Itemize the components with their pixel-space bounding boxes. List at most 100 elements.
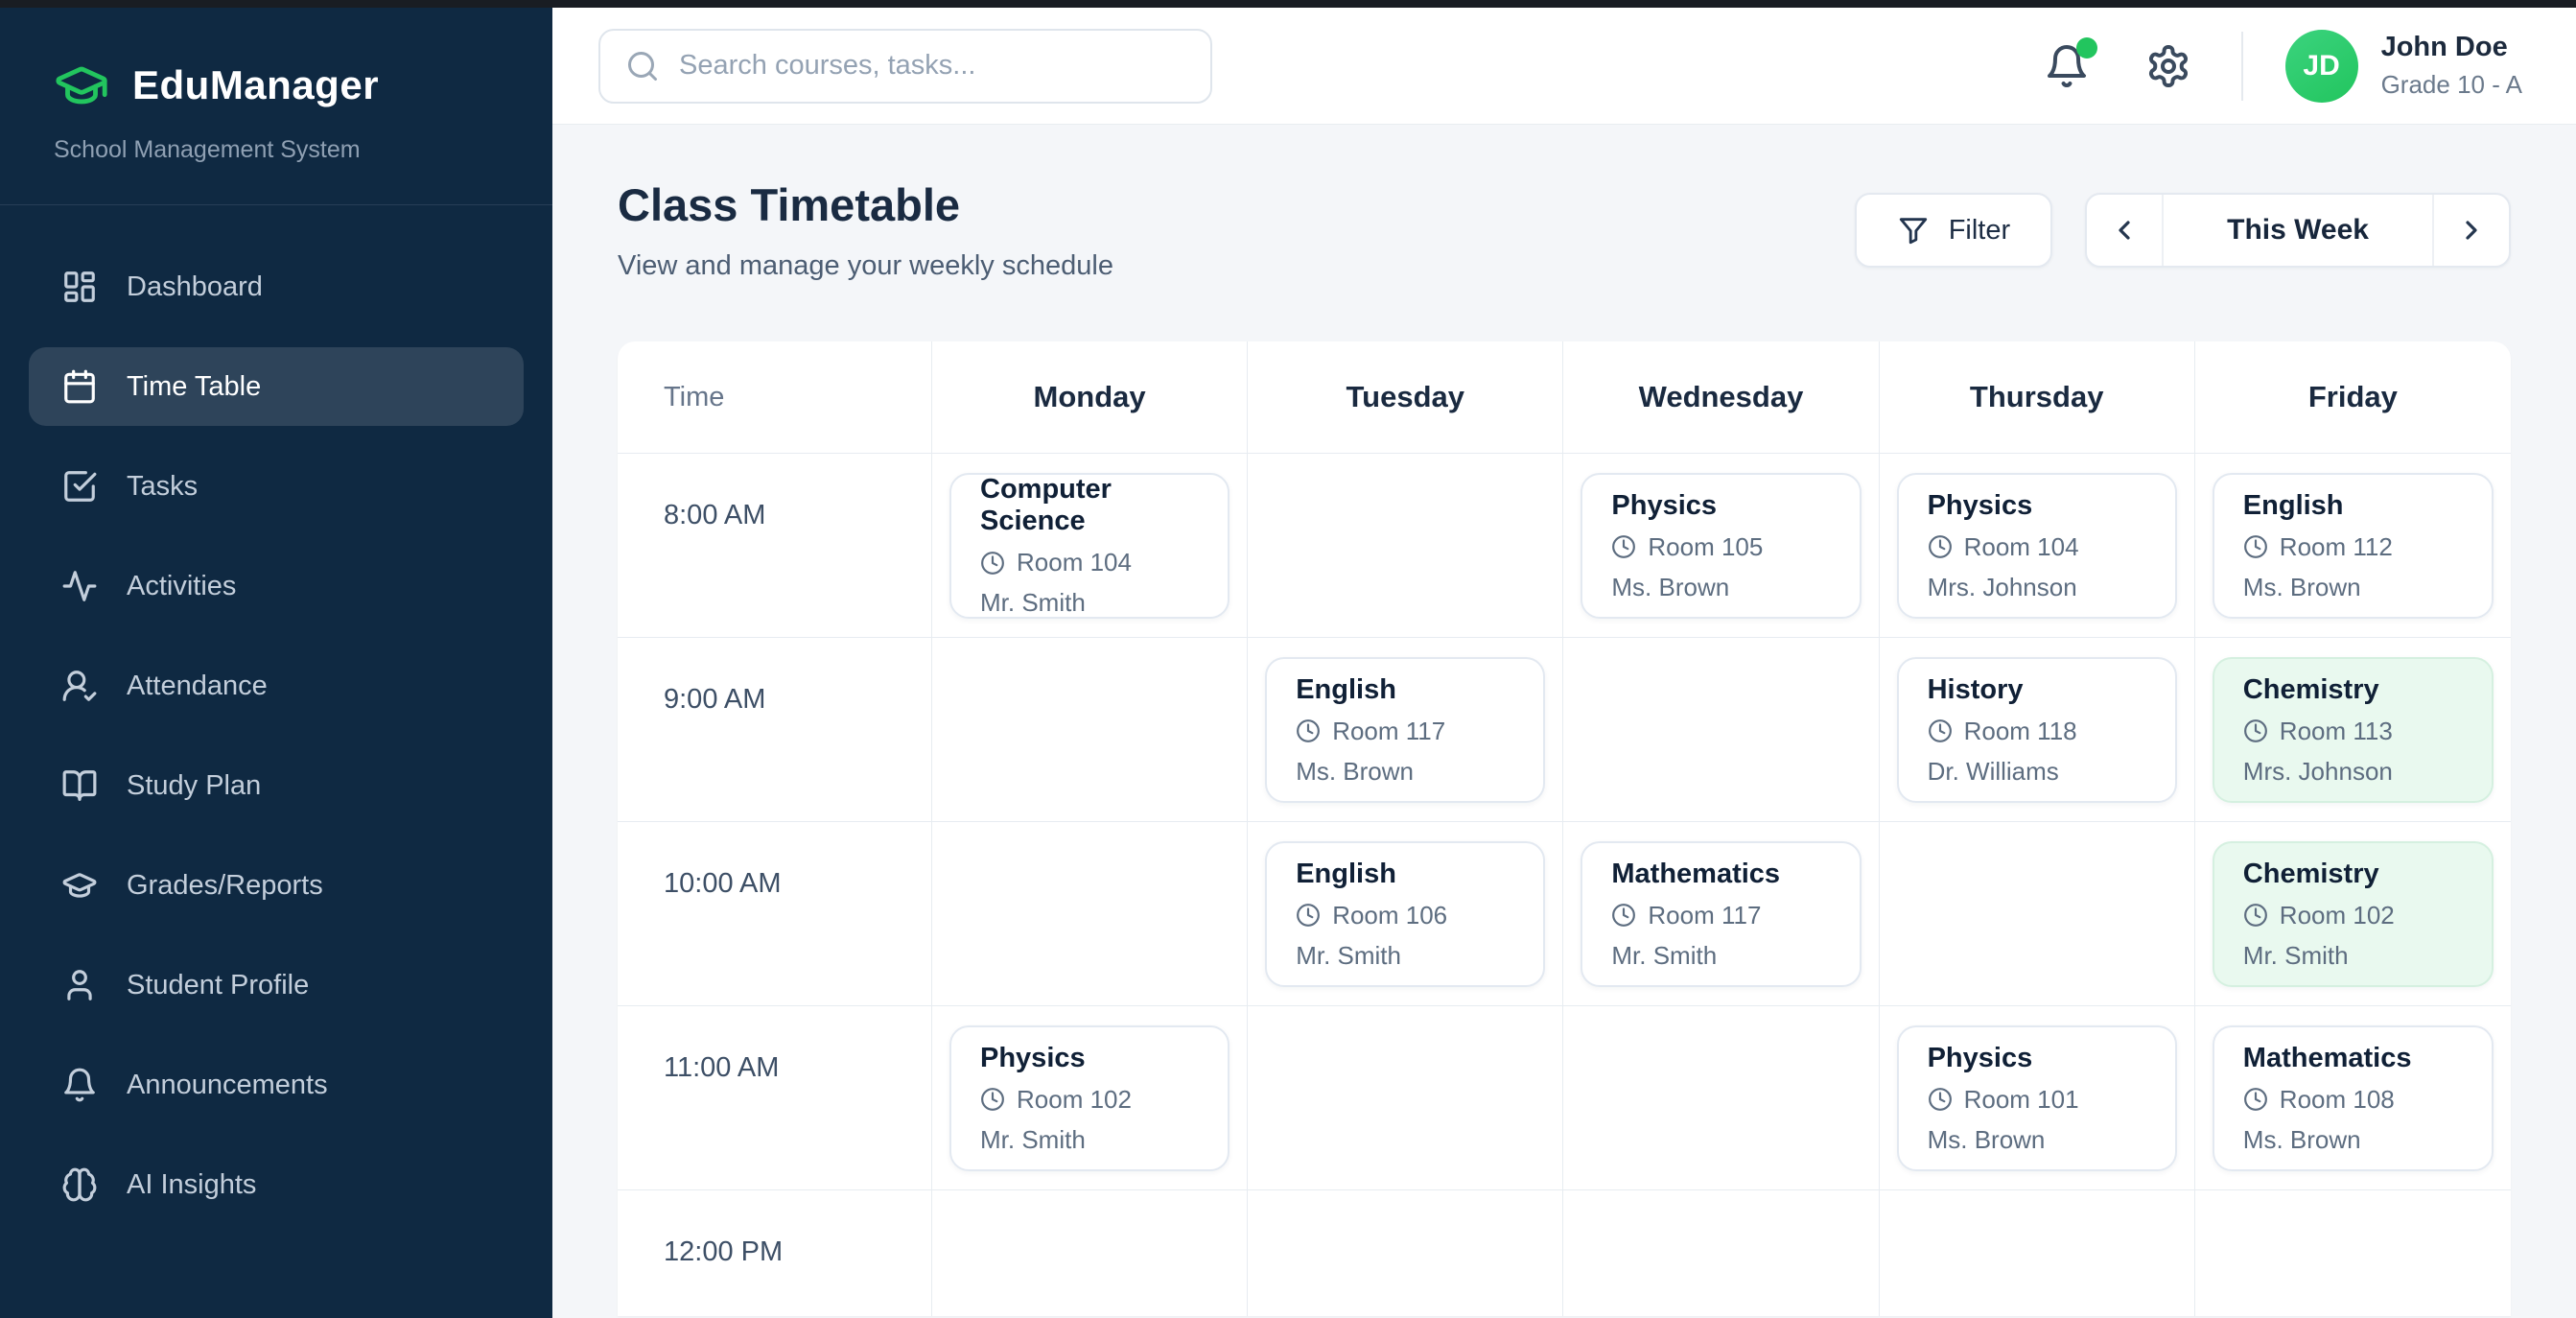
search-input[interactable] (679, 50, 1185, 82)
window-top-edge (0, 0, 2576, 8)
timetable-cell-fri-1200 (2195, 1190, 2511, 1316)
next-week-button[interactable] (2432, 195, 2509, 266)
timetable-cell-thu-1000 (1879, 822, 2195, 1006)
content: Class Timetable View and manage your wee… (552, 125, 2576, 1318)
class-room-label: Room 118 (1963, 716, 2077, 745)
avatar[interactable]: JD (2284, 29, 2358, 103)
timetable-cell-wed-1000: Mathematics Room 117 Mr. Smith (1563, 822, 1880, 1006)
graduation-cap-icon (61, 867, 98, 904)
timetable-cell-thu-1100: Physics Room 101 Ms. Brown (1879, 1006, 2195, 1190)
sidebar-item-announcements[interactable]: Announcements (29, 1046, 524, 1124)
notification-dot (2075, 36, 2097, 59)
clock-icon (2243, 718, 2268, 743)
user-icon (61, 967, 98, 1003)
book-open-icon (61, 767, 98, 804)
class-subject: Physics (1927, 1042, 2033, 1073)
previous-week-button[interactable] (2087, 195, 2165, 266)
class-card-highlighted[interactable]: Chemistry Room 113 Mrs. Johnson (2212, 657, 2494, 803)
timetable-cell-tue-0800 (1248, 454, 1564, 638)
clock-icon (1296, 903, 1321, 928)
class-room-label: Room 108 (2279, 1084, 2395, 1114)
class-room: Room 102 (980, 1085, 1199, 1115)
sidebar-item-dashboard[interactable]: Dashboard (29, 247, 524, 326)
column-header-thursday: Thursday (1879, 341, 2195, 454)
class-subject: English (2242, 489, 2344, 521)
sidebar-header: EduManager School Management System (0, 8, 552, 205)
sidebar-item-ai-insights[interactable]: AI Insights (29, 1145, 524, 1224)
edumanager-app: EduManager School Management System Dash… (0, 8, 2576, 1318)
notifications-button[interactable] (2044, 36, 2097, 89)
main-area: JD John Doe Grade 10 - A Class Timetable… (552, 8, 2576, 1318)
timetable-cell-wed-1100 (1563, 1006, 1880, 1190)
class-card[interactable]: Mathematics Room 108 Ms. Brown (2212, 1025, 2494, 1171)
sidebar-item-label: Grades/Reports (127, 869, 323, 901)
class-card[interactable]: History Room 118 Dr. Williams (1896, 657, 2177, 803)
timetable-cell-fri-1000: Chemistry Room 102 Mr. Smith (2194, 822, 2511, 1006)
class-room: Room 117 (1296, 717, 1514, 746)
sidebar-item-label: Activities (127, 570, 237, 601)
bell-icon (2047, 44, 2086, 87)
class-card[interactable]: Physics Room 102 Mr. Smith (949, 1025, 1230, 1171)
clock-icon (980, 551, 1005, 576)
page-subtitle: View and manage your weekly schedule (618, 250, 1113, 281)
sidebar-item-time-table[interactable]: Time Table (29, 347, 524, 426)
chevron-left-icon (2119, 221, 2130, 240)
class-card[interactable]: Physics Room 101 Ms. Brown (1896, 1025, 2177, 1171)
bell-icon (61, 1067, 98, 1103)
timetable-cell-wed-0800: Physics Room 105 Ms. Brown (1563, 454, 1880, 638)
class-teacher: Mr. Smith (1611, 940, 1718, 970)
page-heading-block: Class Timetable View and manage your wee… (618, 178, 1113, 282)
sidebar-item-grades-reports[interactable]: Grades/Reports (29, 846, 524, 925)
time-label-1000: 10:00 AM (618, 822, 932, 1006)
class-subject: History (1927, 673, 2024, 705)
search-bar[interactable] (598, 28, 1212, 104)
class-card[interactable]: English Room 106 Mr. Smith (1265, 841, 1546, 987)
class-card[interactable]: Computer Science Room 104 Mr. Smith (949, 473, 1230, 619)
time-label-1100: 11:00 AM (618, 1006, 932, 1190)
class-subject: Chemistry (2242, 673, 2379, 705)
class-room: Room 108 (2243, 1085, 2463, 1115)
class-room-label: Room 102 (2279, 900, 2395, 930)
class-subject: Mathematics (2242, 1042, 2412, 1073)
activity-icon (61, 568, 98, 604)
timetable-cell-thu-1200 (1880, 1190, 2195, 1316)
clock-icon (2243, 534, 2268, 559)
timetable-cell-mon-0800: Computer Science Room 104 Mr. Smith (932, 454, 1249, 638)
app-title: EduManager (132, 62, 380, 107)
timetable-cell-fri-1100: Mathematics Room 108 Ms. Brown (2194, 1006, 2511, 1190)
class-room-label: Room 102 (1017, 1084, 1132, 1114)
timetable-cell-wed-1200 (1563, 1190, 1880, 1316)
calendar-icon (61, 368, 98, 405)
sidebar-item-activities[interactable]: Activities (29, 547, 524, 625)
settings-button[interactable] (2145, 43, 2191, 89)
timetable-cell-wed-0900 (1563, 638, 1880, 822)
clock-icon (1611, 903, 1636, 928)
sidebar-item-student-profile[interactable]: Student Profile (29, 946, 524, 1024)
sidebar-item-tasks[interactable]: Tasks (29, 447, 524, 526)
class-card[interactable]: Mathematics Room 117 Mr. Smith (1581, 841, 1862, 987)
time-label-1200: 12:00 PM (618, 1190, 932, 1316)
timetable-cell-mon-0900 (932, 638, 1249, 822)
page-controls: Filter This Week (1854, 193, 2511, 268)
filter-button[interactable]: Filter (1854, 193, 2053, 268)
timetable-cell-fri-0800: English Room 112 Ms. Brown (2194, 454, 2511, 638)
graduation-cap-icon (54, 58, 109, 113)
class-subject: English (1296, 858, 1396, 889)
brain-icon (61, 1166, 98, 1203)
class-card-highlighted[interactable]: Chemistry Room 102 Mr. Smith (2212, 841, 2494, 987)
clock-icon (2243, 1087, 2268, 1112)
sidebar-item-attendance[interactable]: Attendance (29, 647, 524, 725)
class-card[interactable]: Physics Room 105 Ms. Brown (1581, 473, 1862, 619)
class-card[interactable]: English Room 117 Ms. Brown (1265, 657, 1546, 803)
class-teacher: Mr. Smith (980, 1124, 1086, 1154)
class-card[interactable]: Physics Room 104 Mrs. Johnson (1896, 473, 2177, 619)
class-room-label: Room 112 (2279, 531, 2393, 561)
search-icon (625, 49, 660, 83)
timetable-cell-tue-1100 (1248, 1006, 1564, 1190)
sidebar-item-study-plan[interactable]: Study Plan (29, 746, 524, 825)
class-teacher: Ms. Brown (1927, 1124, 2046, 1154)
timetable-cell-thu-0900: History Room 118 Dr. Williams (1879, 638, 2195, 822)
sidebar-item-label: Tasks (127, 470, 199, 502)
timetable-cell-mon-1000 (932, 822, 1249, 1006)
class-card[interactable]: English Room 112 Ms. Brown (2212, 473, 2494, 619)
